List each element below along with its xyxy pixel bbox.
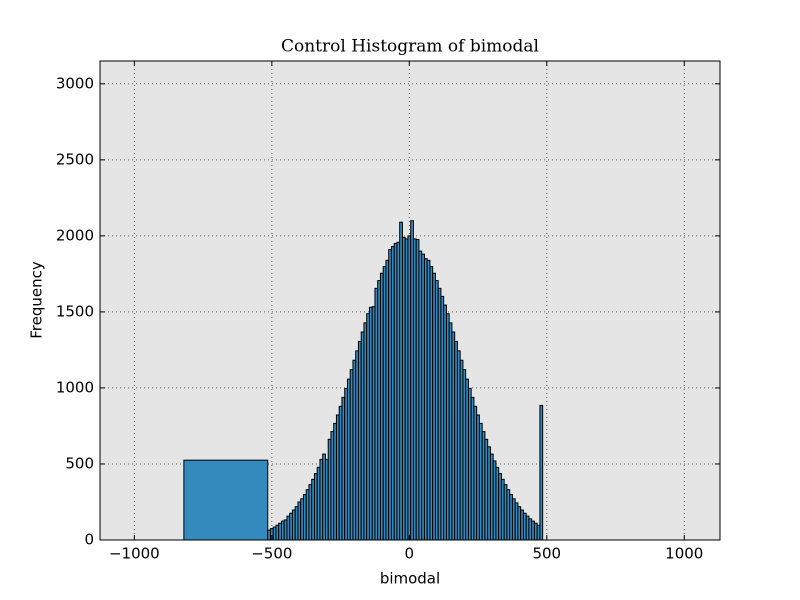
x-tick-label: 500 <box>532 545 561 563</box>
chart-title: Control Histogram of bimodal <box>281 37 539 57</box>
x-tick-label: −500 <box>251 545 292 563</box>
x-axis-label: bimodal <box>380 570 440 588</box>
y-tick-label: 1000 <box>56 378 94 396</box>
y-tick-label: 0 <box>84 531 94 549</box>
y-tick-label: 2000 <box>56 226 94 244</box>
x-tick-label: 1000 <box>665 545 703 563</box>
plot-frame <box>99 60 721 541</box>
y-tick-label: 500 <box>65 454 94 472</box>
y-tick-label: 2500 <box>56 150 94 168</box>
x-tick-label: 0 <box>405 545 415 563</box>
bar <box>183 459 269 541</box>
y-axis-label: Frequency <box>28 261 46 339</box>
x-tick-label: −1000 <box>109 545 160 563</box>
y-tick-label: 1500 <box>56 302 94 320</box>
bar <box>539 404 544 541</box>
y-tick-label: 3000 <box>56 74 94 92</box>
